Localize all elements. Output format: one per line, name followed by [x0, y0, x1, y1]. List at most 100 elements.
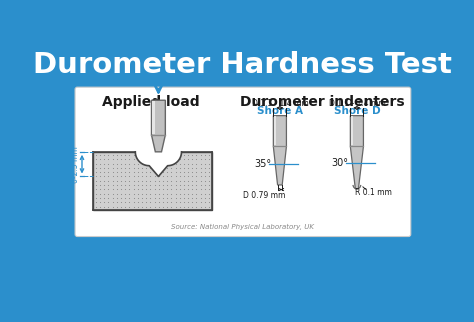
Point — [138, 187, 146, 192]
Point — [142, 156, 150, 162]
Text: D 0.79 mm: D 0.79 mm — [243, 191, 286, 200]
Point — [167, 174, 175, 179]
Point — [138, 183, 146, 188]
Point — [180, 174, 188, 179]
Point — [113, 161, 120, 166]
Point — [146, 161, 154, 166]
Text: Source: National Physical Laboratory, UK: Source: National Physical Laboratory, UK — [172, 223, 314, 230]
Point — [142, 195, 150, 201]
Point — [184, 200, 192, 205]
Point — [96, 187, 104, 192]
Point — [113, 204, 120, 209]
Point — [117, 161, 125, 166]
Point — [130, 178, 137, 183]
Point — [201, 156, 209, 162]
Point — [197, 152, 204, 157]
Point — [197, 156, 204, 162]
Point — [189, 156, 196, 162]
Point — [172, 183, 179, 188]
Point — [146, 183, 154, 188]
Point — [184, 195, 192, 201]
Point — [180, 204, 188, 209]
Point — [130, 165, 137, 170]
Point — [184, 156, 192, 162]
Point — [164, 183, 171, 188]
Point — [134, 156, 142, 162]
Point — [164, 178, 171, 183]
Point — [184, 178, 192, 183]
Polygon shape — [273, 116, 286, 185]
Point — [130, 195, 137, 201]
Point — [109, 152, 117, 157]
Point — [134, 195, 142, 201]
Point — [142, 191, 150, 196]
Point — [151, 174, 158, 179]
Point — [172, 156, 179, 162]
Point — [192, 191, 200, 196]
Point — [164, 169, 171, 175]
Point — [138, 161, 146, 166]
Point — [100, 195, 108, 201]
Point — [155, 152, 163, 157]
Point — [138, 204, 146, 209]
Point — [176, 187, 183, 192]
Polygon shape — [152, 100, 165, 152]
Point — [126, 183, 133, 188]
Point — [134, 191, 142, 196]
Point — [155, 156, 163, 162]
Text: Durometer Hardness Test: Durometer Hardness Test — [34, 51, 452, 79]
Point — [105, 178, 112, 183]
Polygon shape — [350, 116, 364, 189]
Point — [121, 178, 129, 183]
Point — [189, 204, 196, 209]
Point — [117, 156, 125, 162]
Point — [159, 200, 167, 205]
Point — [180, 195, 188, 201]
Point — [121, 195, 129, 201]
Point — [184, 169, 192, 175]
Point — [164, 200, 171, 205]
Point — [109, 178, 117, 183]
Point — [164, 161, 171, 166]
Point — [172, 161, 179, 166]
Point — [192, 165, 200, 170]
Point — [159, 187, 167, 192]
Point — [146, 195, 154, 201]
Point — [176, 191, 183, 196]
Point — [105, 169, 112, 175]
Point — [159, 165, 167, 170]
Point — [184, 161, 192, 166]
Point — [159, 169, 167, 175]
Point — [205, 165, 213, 170]
Point — [134, 165, 142, 170]
Point — [164, 152, 171, 157]
Point — [189, 187, 196, 192]
Point — [138, 200, 146, 205]
Polygon shape — [351, 117, 354, 145]
Point — [100, 156, 108, 162]
Point — [155, 161, 163, 166]
Point — [117, 195, 125, 201]
Point — [109, 195, 117, 201]
Point — [184, 183, 192, 188]
Point — [121, 174, 129, 179]
Point — [192, 156, 200, 162]
Point — [113, 187, 120, 192]
Point — [172, 169, 179, 175]
Point — [205, 200, 213, 205]
Point — [130, 191, 137, 196]
Point — [126, 195, 133, 201]
Point — [192, 200, 200, 205]
Point — [201, 204, 209, 209]
Point — [180, 183, 188, 188]
Point — [142, 178, 150, 183]
Point — [155, 187, 163, 192]
Point — [151, 200, 158, 205]
Point — [92, 204, 100, 209]
Point — [172, 200, 179, 205]
Point — [205, 187, 213, 192]
Point — [92, 165, 100, 170]
Point — [92, 187, 100, 192]
Point — [142, 161, 150, 166]
Point — [197, 161, 204, 166]
